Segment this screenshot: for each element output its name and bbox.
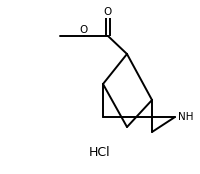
Text: HCl: HCl bbox=[89, 145, 110, 159]
Text: NH: NH bbox=[177, 112, 193, 122]
Text: O: O bbox=[79, 25, 88, 35]
Text: O: O bbox=[103, 7, 112, 17]
